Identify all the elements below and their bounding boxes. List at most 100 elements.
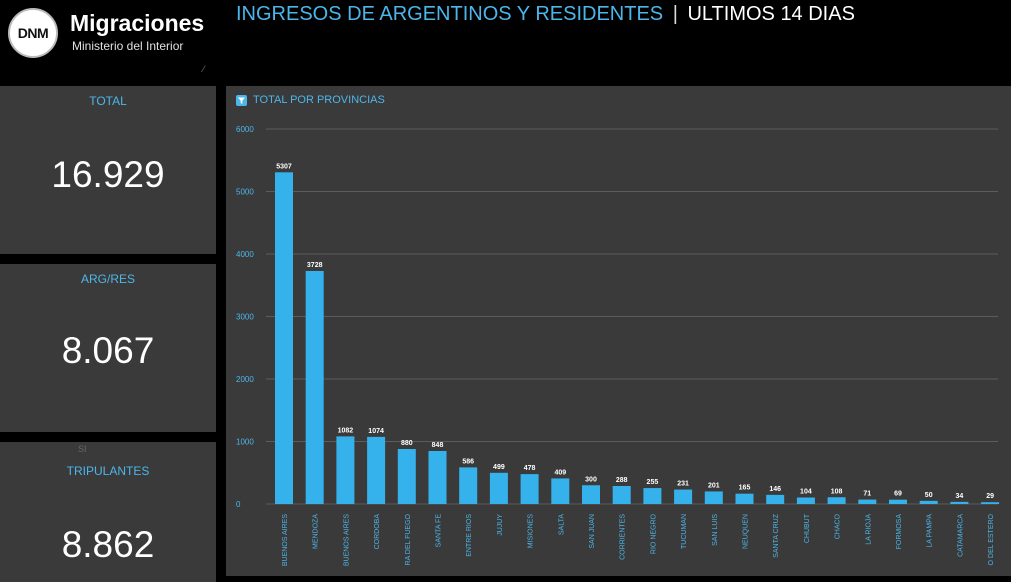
bar[interactable]	[674, 489, 693, 504]
chart-panel: TOTAL POR PROVINCIAS 0 1000 2000 3000 4000 50…	[226, 86, 1011, 576]
resize-grip-icon: ⁄	[203, 64, 205, 74]
x-category-label: BUENOS AIRES	[343, 514, 350, 566]
y-tick-label: 0	[236, 500, 241, 509]
x-category-label: RA DEL FUEGO	[405, 513, 412, 565]
filter-icon[interactable]	[236, 94, 247, 106]
bar[interactable]	[827, 497, 846, 504]
bar-value-label: 288	[616, 477, 628, 484]
bar[interactable]	[489, 472, 508, 504]
bar[interactable]	[889, 499, 907, 504]
bar[interactable]	[643, 488, 662, 504]
bar[interactable]	[766, 494, 785, 504]
x-category-label: CHUBUT	[804, 513, 811, 543]
y-tick-label: 4000	[236, 250, 254, 259]
x-category-label: CORRIENTES	[620, 514, 627, 560]
y-tick-label: 1000	[236, 438, 254, 447]
kpi-tripulantes-tag: SI	[78, 444, 87, 454]
bar-value-label: 300	[585, 476, 597, 483]
x-category-label: MISIONES	[528, 514, 535, 549]
bar[interactable]	[367, 436, 386, 504]
bar-value-label: 50	[925, 492, 933, 499]
bar[interactable]	[796, 497, 815, 505]
kpi-total-value: 16.929	[51, 154, 165, 195]
bar-value-label: 880	[401, 440, 413, 447]
bar-value-label: 71	[863, 491, 871, 498]
kpi-card-total[interactable]: TOTAL 16.929	[0, 86, 216, 254]
bar[interactable]	[735, 493, 754, 504]
bar[interactable]	[275, 172, 293, 504]
logo-subtitle: Ministerio del Interior	[72, 39, 184, 53]
x-category-label: SAN LUIS	[712, 514, 719, 546]
x-category-label: JUJUY	[497, 514, 504, 536]
bar[interactable]	[397, 449, 416, 504]
bar-value-label: 586	[462, 458, 474, 465]
bar-value-label: 231	[677, 481, 689, 488]
kpi-tripulantes-value: 8.862	[61, 524, 155, 565]
x-category-label: CATAMARCA	[957, 514, 964, 557]
y-tick-label: 5000	[236, 188, 254, 197]
bar-value-label: 409	[554, 469, 566, 476]
bar-value-label: 255	[647, 479, 659, 486]
x-category-label: MENDOZA	[313, 514, 320, 549]
bar-value-label: 69	[894, 491, 902, 498]
x-category-label: LA PAMPA	[927, 514, 934, 548]
x-category-label: TUCUMAN	[681, 514, 688, 549]
bar-value-label: 34	[956, 493, 964, 500]
page-title: INGRESOS DE ARGENTINOS Y RESIDENTES | UL…	[236, 3, 855, 26]
bar[interactable]	[858, 499, 877, 504]
x-category-label: FORMOSA	[896, 514, 903, 550]
y-tick-label: 6000	[236, 125, 254, 134]
bar-value-label: 104	[800, 489, 812, 496]
kpi-total-label: TOTAL	[89, 94, 127, 108]
x-category-label: NEUQUEN	[743, 514, 750, 549]
page-title-period: ULTIMOS 14 DIAS	[687, 3, 855, 25]
bar-value-label: 29	[986, 493, 994, 500]
kpi-arg-res-value: 8.067	[61, 330, 155, 371]
bar[interactable]	[950, 501, 969, 504]
bar[interactable]	[520, 474, 539, 504]
y-tick-label: 3000	[236, 313, 254, 322]
bar-value-label: 108	[831, 488, 843, 495]
logo-title: Migraciones	[70, 10, 205, 36]
bar[interactable]	[981, 502, 1000, 504]
bar[interactable]	[551, 478, 570, 504]
bar[interactable]	[582, 485, 600, 504]
bar[interactable]	[336, 436, 355, 504]
bar[interactable]	[612, 486, 631, 504]
bar-chart: 0 1000 2000 3000 4000 5000 6000 5307 BUENOS AIRE…	[236, 125, 1000, 566]
bar-value-label: 165	[739, 485, 751, 492]
bar-value-label: 1074	[368, 428, 384, 435]
page-title-main: INGRESOS DE ARGENTINOS Y RESIDENTES	[236, 3, 664, 25]
kpi-arg-res-label: ARG/RES	[80, 272, 135, 286]
bar-value-label: 848	[432, 442, 444, 449]
bar[interactable]	[919, 500, 938, 504]
x-category-label: SALTA	[558, 514, 565, 535]
chart-header: TOTAL POR PROVINCIAS	[236, 93, 385, 107]
x-category-label: SANTA FE	[436, 514, 443, 548]
header-bar: DNM Migraciones Ministerio del Interior …	[0, 0, 1011, 82]
y-tick-label: 2000	[236, 375, 254, 384]
bar[interactable]	[459, 467, 478, 504]
x-category-label: CHACO	[835, 513, 842, 539]
x-category-label: SANTA CRUZ	[773, 513, 780, 558]
dnm-logo-badge: DNM	[8, 8, 58, 58]
bar-value-label: 201	[708, 482, 720, 489]
bar-value-label: 3728	[307, 262, 323, 269]
x-category-label: BUENOS AIRES	[282, 514, 289, 566]
bar-value-label: 1082	[338, 427, 354, 434]
x-category-label: LA RIOJA	[865, 514, 872, 545]
x-category-label: CORDOBA	[374, 514, 381, 550]
bar[interactable]	[704, 491, 723, 504]
kpi-card-arg-res[interactable]: ARG/RES 8.067	[0, 264, 216, 432]
bar[interactable]	[305, 271, 324, 504]
kpi-tripulantes-label: TRIPULANTES	[66, 464, 150, 478]
kpi-card-tripulantes[interactable]: SI TRIPULANTES 8.862	[0, 442, 216, 582]
bar-value-label: 478	[524, 465, 536, 472]
dnm-logo[interactable]: DNM Migraciones Ministerio del Interior	[8, 6, 213, 62]
bar[interactable]	[428, 451, 447, 504]
bar-value-label: 499	[493, 464, 505, 471]
page-title-separator: |	[672, 3, 678, 25]
bar-value-label: 5307	[276, 163, 292, 170]
x-category-label: RIO NEGRO	[650, 513, 657, 554]
x-category-label: ENTRE RIOS	[466, 514, 473, 557]
